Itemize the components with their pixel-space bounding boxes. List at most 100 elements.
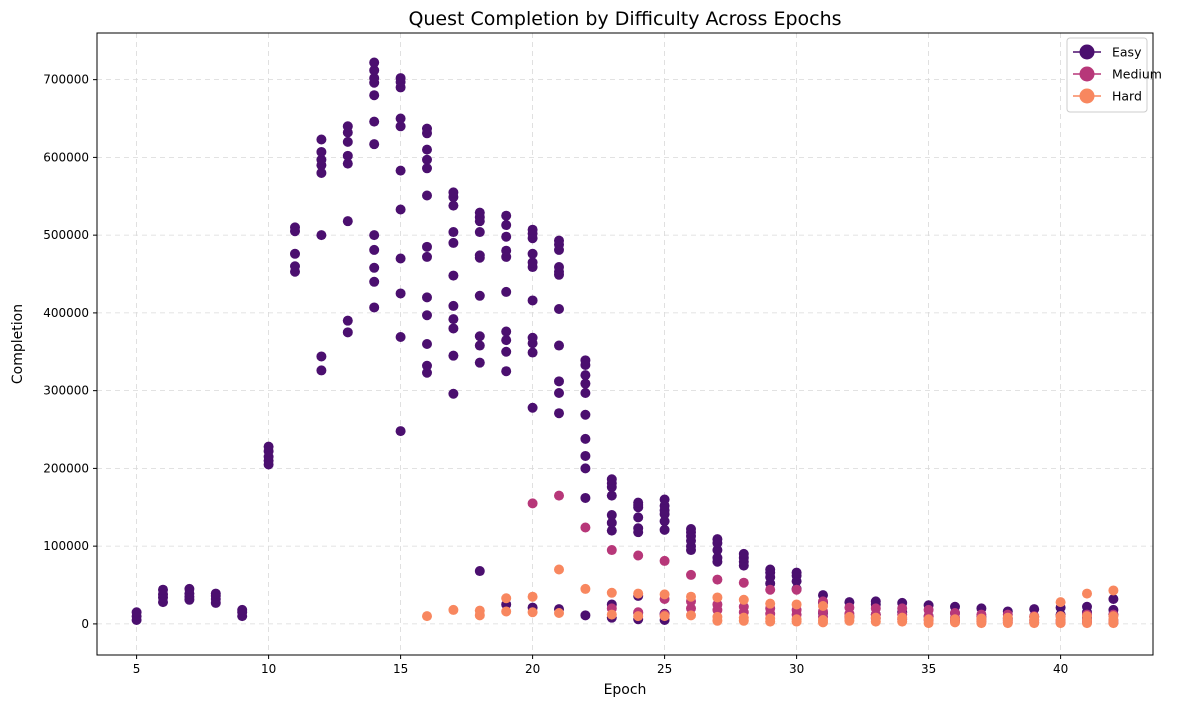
data-point-easy bbox=[501, 326, 512, 337]
data-point-easy bbox=[474, 207, 485, 218]
data-point-easy bbox=[316, 365, 327, 376]
data-point-hard bbox=[501, 606, 512, 617]
data-point-easy bbox=[422, 367, 432, 378]
data-point-easy bbox=[554, 376, 564, 387]
grid-layer bbox=[97, 33, 1153, 655]
y-tick-label: 500000 bbox=[43, 228, 89, 242]
data-point-medium bbox=[659, 555, 670, 566]
data-point-easy bbox=[422, 241, 432, 252]
data-point-medium bbox=[580, 522, 591, 533]
data-point-easy bbox=[395, 121, 406, 132]
data-point-easy bbox=[316, 146, 327, 157]
data-point-hard bbox=[1002, 618, 1013, 629]
data-point-easy bbox=[422, 251, 432, 262]
data-point-hard bbox=[501, 593, 512, 604]
data-point-hard bbox=[897, 616, 908, 627]
data-point-easy bbox=[290, 248, 300, 259]
data-point-medium bbox=[686, 603, 696, 614]
data-point-easy bbox=[316, 154, 327, 165]
data-point-easy bbox=[369, 139, 380, 150]
data-point-easy bbox=[580, 433, 591, 444]
data-point-easy bbox=[448, 300, 459, 311]
data-point-easy bbox=[554, 408, 564, 419]
data-point-easy bbox=[395, 73, 406, 84]
data-point-hard bbox=[738, 594, 749, 605]
legend: Easy Medium Hard bbox=[1066, 37, 1162, 113]
data-point-easy bbox=[712, 552, 723, 563]
data-point-hard bbox=[870, 616, 881, 627]
data-point-hard bbox=[1055, 597, 1066, 608]
data-point-hard bbox=[950, 617, 960, 628]
data-point-easy bbox=[369, 244, 380, 255]
data-point-hard bbox=[791, 616, 802, 627]
data-point-easy bbox=[474, 331, 485, 342]
data-point-easy bbox=[316, 167, 327, 178]
data-point-easy bbox=[395, 113, 406, 124]
data-point-easy bbox=[316, 134, 327, 145]
data-point-hard bbox=[765, 598, 776, 609]
data-point-easy bbox=[448, 237, 459, 248]
data-point-medium bbox=[633, 550, 644, 561]
legend-label-easy: Easy bbox=[1112, 45, 1142, 60]
data-point-easy bbox=[342, 216, 353, 227]
x-tick-label: 5 bbox=[133, 662, 141, 676]
x-tick-label: 10 bbox=[261, 662, 276, 676]
data-point-easy bbox=[606, 525, 617, 536]
data-point-easy bbox=[369, 65, 380, 76]
data-point-easy bbox=[369, 57, 380, 68]
data-point-easy bbox=[369, 262, 380, 273]
data-point-easy bbox=[474, 227, 485, 238]
data-point-easy bbox=[422, 123, 432, 134]
data-point-easy bbox=[527, 248, 538, 259]
data-point-hard bbox=[1055, 618, 1066, 629]
data-point-easy bbox=[580, 450, 591, 461]
data-point-easy bbox=[448, 270, 459, 281]
data-point-easy bbox=[448, 200, 459, 211]
data-point-easy bbox=[686, 524, 696, 535]
data-point-easy bbox=[474, 340, 485, 351]
data-point-easy bbox=[263, 441, 274, 452]
data-point-easy bbox=[448, 323, 459, 334]
data-point-easy bbox=[501, 286, 512, 297]
data-point-easy bbox=[580, 387, 591, 398]
data-point-hard bbox=[659, 611, 670, 622]
data-point-easy bbox=[369, 276, 380, 287]
data-point-medium bbox=[686, 569, 696, 580]
data-point-easy bbox=[369, 90, 380, 101]
data-point-easy bbox=[422, 292, 432, 303]
data-point-easy bbox=[422, 190, 432, 201]
y-axis-title: Completion bbox=[10, 304, 26, 384]
data-point-easy bbox=[342, 136, 353, 147]
y-tick-label: 700000 bbox=[43, 73, 89, 87]
data-point-hard bbox=[712, 592, 723, 603]
data-point-easy bbox=[580, 492, 591, 503]
data-point-easy bbox=[316, 351, 327, 362]
data-point-easy bbox=[131, 607, 142, 618]
data-point-easy bbox=[395, 204, 406, 215]
data-point-easy bbox=[422, 339, 432, 349]
data-point-hard bbox=[818, 601, 828, 612]
data-point-easy bbox=[290, 261, 300, 272]
data-point-easy bbox=[501, 335, 512, 346]
data-point-easy bbox=[659, 494, 670, 505]
ticks-layer: 5 10 15 20 25 30 35 40 0 100000 200000 300000 400000… bbox=[43, 73, 1068, 676]
data-point-hard bbox=[448, 604, 459, 615]
data-point-easy bbox=[448, 227, 459, 238]
data-point-easy bbox=[342, 158, 353, 169]
data-point-easy bbox=[527, 295, 538, 306]
data-point-easy bbox=[184, 583, 195, 594]
data-point-easy bbox=[633, 512, 644, 523]
legend-marker-hard bbox=[1079, 88, 1095, 104]
data-point-easy bbox=[474, 250, 485, 261]
data-point-easy bbox=[369, 116, 380, 127]
y-tick-label: 200000 bbox=[43, 461, 89, 475]
data-point-easy bbox=[395, 426, 406, 437]
data-point-easy bbox=[210, 588, 221, 599]
legend-item-easy: Easy bbox=[1073, 44, 1142, 60]
data-point-easy bbox=[422, 154, 432, 165]
data-point-easy bbox=[659, 516, 670, 527]
data-point-easy bbox=[342, 315, 353, 326]
data-point-hard bbox=[791, 599, 802, 610]
data-point-easy bbox=[316, 230, 327, 241]
